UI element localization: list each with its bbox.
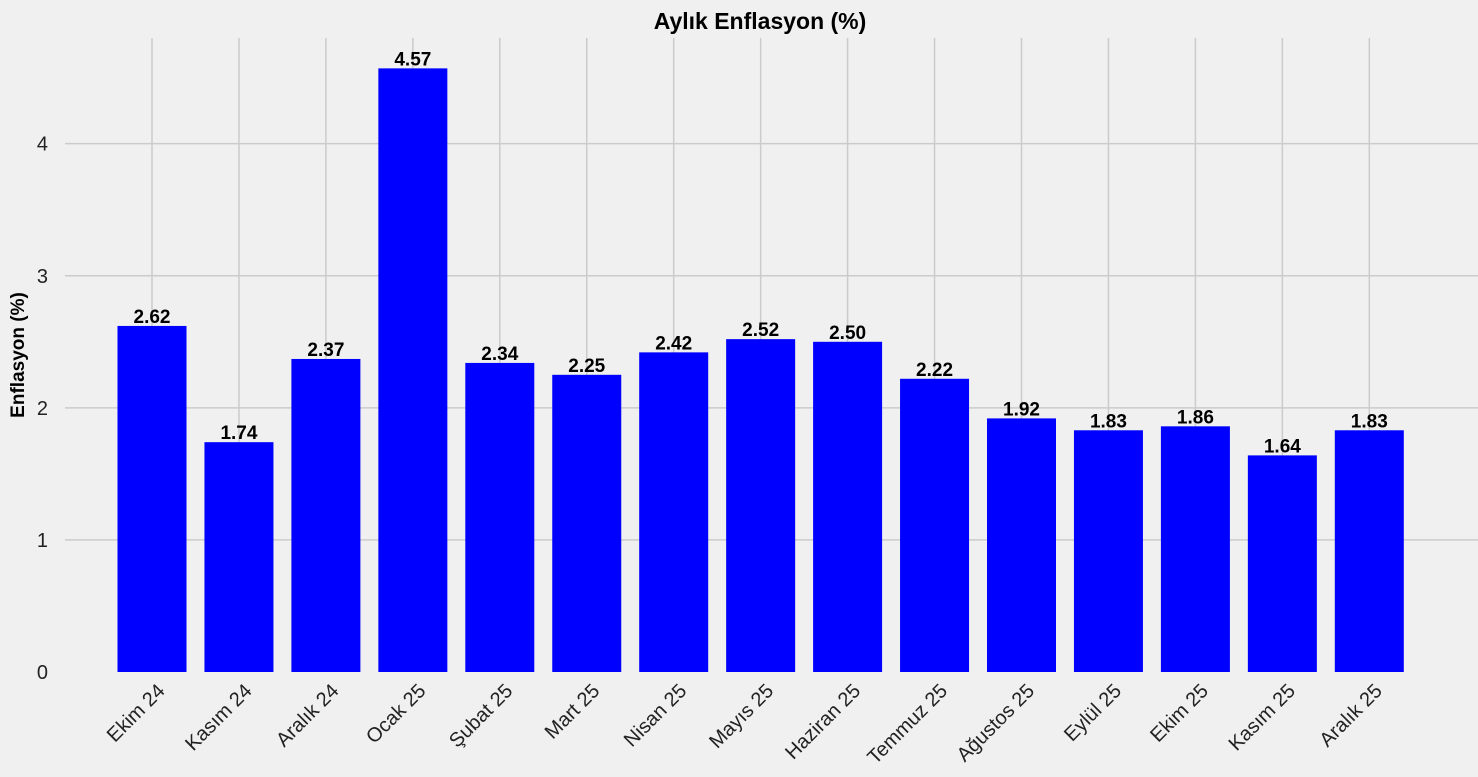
bar: [1160, 426, 1230, 672]
bar: [1073, 430, 1143, 672]
bar: [813, 341, 883, 672]
bar-value-label: 2.22: [916, 360, 953, 381]
x-tick-label: Temmuz 25: [863, 680, 952, 769]
x-tick-label: Şubat 25: [445, 680, 517, 752]
bar: [1247, 455, 1317, 672]
bar-value-label: 2.52: [742, 320, 779, 341]
y-tick-label: 1: [37, 530, 48, 552]
bar: [726, 339, 796, 672]
chart-title: Aylık Enflasyon (%): [654, 8, 867, 34]
x-tick-label: Haziran 25: [781, 680, 865, 764]
bar-value-label: 2.34: [481, 344, 518, 365]
x-axis-ticks: Ekim 24 Kasım 24 Aralık 24 Ocak 25 Şubat 25 M…: [103, 680, 1387, 769]
value-labels: 2.62 1.74 2.37 4.57 2.34 2.25 2.42 2.52 2.50 2.22…: [134, 49, 1388, 457]
y-tick-label: 0: [37, 662, 48, 684]
y-axis-label: Enflasyon (%): [8, 292, 29, 418]
bar: [465, 362, 535, 672]
bar: [378, 68, 448, 673]
y-tick-label: 2: [37, 398, 48, 420]
bar-value-label: 2.25: [568, 356, 605, 377]
bar: [117, 325, 187, 672]
bar: [639, 352, 709, 672]
x-tick-label: Mart 25: [541, 680, 605, 744]
x-tick-label: Kasım 24: [181, 680, 256, 755]
bar-value-label: 2.42: [655, 333, 692, 354]
bar-value-label: 1.86: [1177, 407, 1214, 428]
x-tick-label: Aralık 24: [272, 680, 343, 751]
x-tick-label: Ekim 25: [1146, 680, 1213, 747]
bar-value-label: 1.74: [220, 423, 257, 444]
y-tick-label: 4: [37, 134, 48, 156]
bar-value-label: 2.37: [307, 340, 344, 361]
bar: [987, 418, 1056, 672]
y-axis-ticks: 0 1 2 3 4: [37, 134, 48, 684]
bar-value-label: 1.64: [1264, 436, 1301, 457]
bars: [117, 68, 1404, 673]
x-tick-label: Eylül 25: [1060, 680, 1126, 746]
bar: [1334, 430, 1404, 672]
x-tick-label: Ocak 25: [362, 680, 430, 748]
bar-value-label: 2.62: [134, 307, 171, 328]
y-tick-label: 3: [37, 266, 48, 288]
bar-value-label: 4.57: [394, 49, 431, 70]
bar-value-label: 1.92: [1003, 399, 1040, 420]
bar: [552, 374, 622, 672]
x-tick-label: Ekim 24: [103, 680, 170, 747]
bar-value-label: 2.50: [829, 323, 866, 344]
x-tick-label: Nisan 25: [620, 680, 691, 751]
bar-value-label: 1.83: [1351, 411, 1388, 432]
bar-value-label: 1.83: [1090, 411, 1127, 432]
bar: [900, 378, 970, 672]
x-tick-label: Kasım 25: [1225, 680, 1300, 755]
bar: [204, 442, 274, 672]
x-tick-label: Ağustos 25: [953, 680, 1039, 766]
x-tick-label: Mayıs 25: [705, 680, 778, 753]
x-tick-label: Aralık 25: [1315, 680, 1386, 751]
bar: [291, 358, 361, 672]
